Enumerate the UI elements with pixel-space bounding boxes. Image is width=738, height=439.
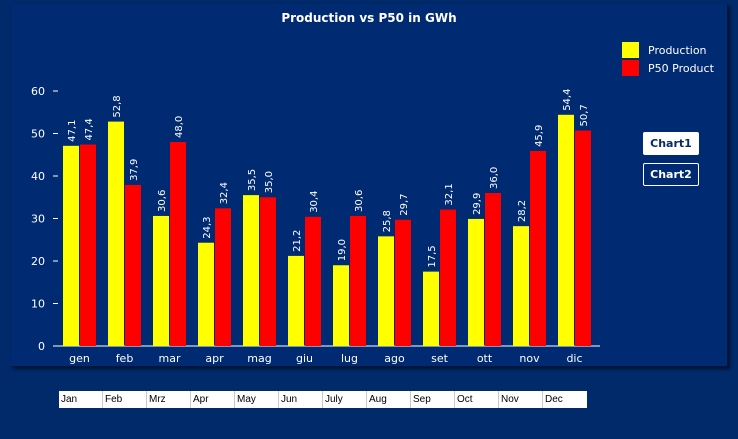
x-tick-label-mar: mar (159, 352, 181, 365)
y-tick-label: 0 (38, 340, 45, 353)
bar-p50-nov (530, 150, 546, 346)
x-tick-label-giu: giu (296, 352, 313, 365)
month-strip: Jan Feb Mrz Apr May Jun July Aug Sep Oct… (59, 391, 587, 408)
x-tick-label-gen: gen (69, 352, 90, 365)
month-cell-mrz[interactable]: Mrz (147, 391, 191, 408)
y-tick-label: 50 (31, 128, 45, 141)
bar-production-mar (153, 215, 169, 346)
bar-production-set (423, 271, 439, 346)
legend-item-production: Production (622, 41, 714, 59)
month-cell-nov[interactable]: Nov (499, 391, 543, 408)
data-label-production-apr: 24,3 (202, 216, 213, 238)
x-tick-label-mag: mag (247, 352, 271, 365)
data-label-production-mag: 35,5 (247, 169, 258, 191)
bar-p50-mar (170, 142, 186, 346)
x-tick-label-lug: lug (341, 352, 358, 365)
month-cell-may[interactable]: May (235, 391, 279, 408)
bar-p50-dic (575, 130, 591, 346)
data-label-production-set: 17,5 (427, 245, 438, 267)
chart1-button[interactable]: Chart1 (643, 132, 699, 155)
bar-production-gen (63, 145, 79, 346)
bar-p50-apr (215, 208, 231, 346)
bar-p50-ago (395, 219, 411, 346)
bar-p50-set (440, 209, 456, 346)
month-cell-jan[interactable]: Jan (59, 391, 103, 408)
month-cell-dec[interactable]: Dec (545, 394, 563, 405)
data-label-p50-feb: 37,9 (129, 159, 140, 181)
legend-swatch-production (622, 42, 639, 58)
data-label-p50-ago: 29,7 (399, 194, 410, 216)
x-tick-label-dic: dic (566, 352, 582, 365)
month-cell-feb[interactable]: Feb (103, 391, 147, 408)
chart-title: Production vs P50 in GWh (281, 11, 457, 25)
y-tick-label: 20 (31, 255, 45, 268)
bar-p50-giu (305, 216, 321, 346)
data-label-production-mar: 30,6 (157, 190, 168, 212)
bar-production-feb (108, 121, 124, 346)
bar-production-ago (378, 236, 394, 346)
bar-production-apr (198, 242, 214, 346)
month-cell-sep[interactable]: Sep (411, 391, 455, 408)
y-tick-label: 40 (31, 170, 45, 183)
legend-item-p50: P50 Product (622, 59, 714, 77)
data-label-p50-lug: 30,6 (354, 190, 365, 212)
legend-label-production: Production (648, 43, 707, 57)
data-label-production-feb: 52,8 (112, 95, 123, 117)
data-label-p50-mag: 35,0 (264, 171, 275, 193)
legend-swatch-p50 (622, 60, 639, 76)
x-tick-label-ago: ago (384, 352, 405, 365)
data-label-p50-dic: 50,7 (579, 104, 590, 126)
data-label-p50-set: 32,1 (444, 183, 455, 205)
bar-p50-feb (125, 184, 141, 346)
month-cell-oct[interactable]: Oct (455, 391, 499, 408)
bar-p50-mag (260, 197, 276, 346)
data-label-p50-gen: 47,4 (84, 118, 95, 140)
month-cell-apr[interactable]: Apr (191, 391, 235, 408)
data-label-production-dic: 54,4 (562, 89, 573, 111)
bar-production-ott (468, 218, 484, 346)
data-label-production-lug: 19,0 (337, 239, 348, 261)
legend: Production P50 Product (622, 41, 714, 77)
bar-production-dic (558, 114, 574, 346)
bar-chart: 0 10 20 30 40 50 60 47,1 47,4 gen 52,8 37,9 feb 30,6 4… (31, 85, 600, 365)
y-tick-label: 10 (31, 298, 45, 311)
data-label-p50-mar: 48,0 (174, 116, 185, 138)
data-label-p50-nov: 45,9 (534, 125, 545, 147)
x-tick-label-ott: ott (477, 352, 493, 365)
bar-production-giu (288, 255, 304, 346)
data-label-production-nov: 28,2 (517, 200, 528, 222)
x-tick-label-apr: apr (205, 352, 224, 365)
data-label-production-gen: 47,1 (67, 120, 78, 142)
bar-production-nov (513, 226, 529, 346)
data-label-production-ott: 29,9 (472, 193, 483, 215)
y-tick-label: 30 (31, 213, 45, 226)
y-tick-label: 60 (31, 85, 45, 98)
x-tick-label-feb: feb (116, 352, 134, 365)
month-cell-july[interactable]: July (323, 391, 367, 408)
data-label-production-giu: 21,2 (292, 230, 303, 252)
data-label-production-ago: 25,8 (382, 210, 393, 232)
data-label-p50-apr: 32,4 (219, 182, 230, 204)
month-cell-aug[interactable]: Aug (367, 391, 411, 408)
bar-production-mag (243, 195, 259, 346)
bar-p50-ott (485, 193, 501, 346)
month-cell-jun[interactable]: Jun (279, 391, 323, 408)
bar-production-lug (333, 265, 349, 346)
bar-p50-lug (350, 215, 366, 346)
legend-label-p50: P50 Product (648, 61, 714, 75)
x-tick-label-set: set (431, 352, 448, 365)
x-tick-label-nov: nov (519, 352, 540, 365)
chart2-button[interactable]: Chart2 (643, 163, 699, 186)
bar-p50-gen (80, 144, 96, 346)
data-label-p50-ott: 36,0 (489, 167, 500, 189)
data-label-p50-giu: 30,4 (309, 191, 320, 213)
